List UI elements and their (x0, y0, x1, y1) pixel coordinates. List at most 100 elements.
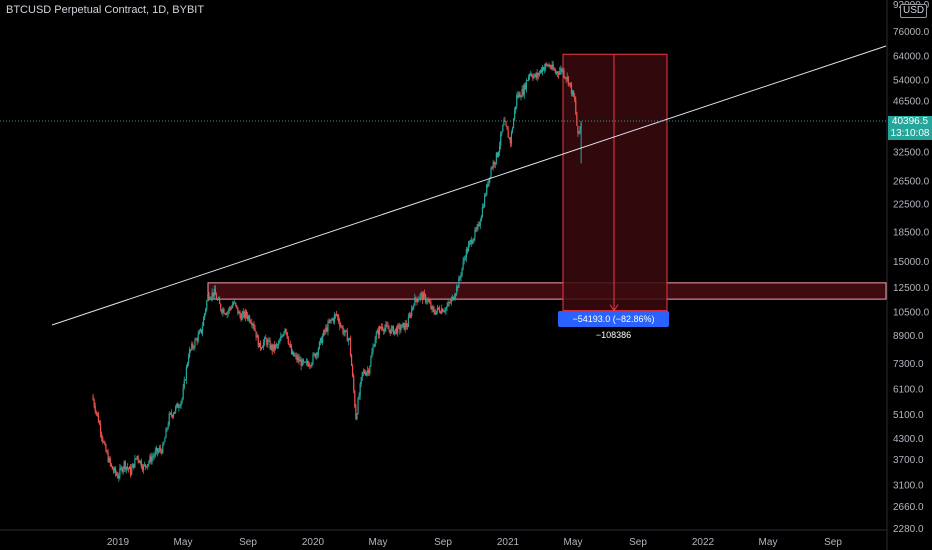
candle-body (507, 129, 509, 138)
candle-body (116, 473, 118, 475)
candle-body (560, 68, 562, 72)
candle-body (123, 461, 125, 469)
candle-body (514, 110, 516, 120)
candle-body (257, 335, 259, 347)
candle-body (241, 313, 243, 321)
candle-body (193, 347, 195, 348)
candle-body (527, 76, 530, 81)
candle-body (240, 316, 242, 321)
candle-body (146, 466, 148, 468)
candle-body (95, 411, 97, 413)
candle-body (296, 355, 298, 360)
candle-body (264, 337, 266, 342)
candle-body (103, 441, 105, 443)
candle-body (206, 300, 208, 309)
candle-body (278, 343, 280, 346)
candle-body (548, 64, 550, 67)
candle-body (578, 131, 580, 134)
candle-body (337, 314, 339, 317)
candle-body (215, 294, 218, 300)
candle-body (415, 297, 417, 300)
candle-body (246, 315, 249, 319)
measure-arrow-head (609, 304, 619, 312)
candle-body (502, 125, 504, 132)
trendline[interactable] (51, 45, 887, 326)
candle-body (153, 455, 155, 457)
candle-body (208, 294, 210, 300)
candle-body (401, 324, 403, 329)
candle-body (520, 96, 522, 98)
candle-body (205, 308, 207, 314)
candle-body (511, 128, 514, 133)
candle-body (273, 344, 275, 350)
candle-body (421, 293, 423, 301)
candle-body (163, 441, 165, 445)
candle-body (532, 76, 534, 79)
candle-body (285, 329, 287, 333)
candle-body (546, 63, 548, 65)
candle-body (219, 299, 221, 304)
candle-body (462, 261, 464, 269)
candle-body (547, 64, 549, 67)
candle-body (535, 74, 537, 78)
candle-body (212, 292, 214, 297)
currency-badge[interactable]: USD (900, 4, 928, 18)
candle-body (488, 178, 490, 186)
candle-body (152, 456, 154, 458)
candle-body (158, 448, 161, 451)
candle-body (191, 344, 193, 350)
candle-body (424, 294, 427, 302)
candle-body (492, 162, 494, 168)
candle-body (529, 74, 531, 77)
candle-body (112, 469, 115, 472)
candle-body (403, 323, 405, 330)
candle-body (358, 395, 360, 399)
candle-body (474, 229, 476, 239)
candle-body (389, 329, 391, 334)
candle-body (248, 316, 250, 319)
candle-body (274, 344, 277, 350)
candle-body (154, 451, 156, 456)
candle-body (141, 467, 144, 470)
candle-body (287, 338, 289, 344)
candle-body (142, 465, 145, 470)
candle-body (127, 468, 130, 470)
candle-body (525, 80, 528, 90)
candle-body (167, 424, 169, 429)
candle-body (468, 241, 471, 245)
candle-body (465, 249, 467, 259)
candle-body (509, 137, 511, 144)
measure-box[interactable] (562, 53, 668, 312)
candle-body (138, 460, 140, 463)
candle-body (362, 371, 364, 373)
candle-body (334, 314, 337, 316)
candle-body (263, 341, 265, 348)
candle-body (317, 348, 319, 355)
candle-body (577, 125, 579, 134)
candle-body (151, 457, 153, 462)
candle-body (576, 113, 578, 126)
candle-body (381, 326, 383, 329)
candle-body (570, 84, 573, 94)
countdown-tag: 13:10:08 (888, 128, 932, 140)
candle-body (229, 307, 231, 309)
candle-body (254, 328, 256, 332)
candle-body (503, 120, 505, 126)
support-zone[interactable] (207, 282, 887, 300)
candle-body (119, 467, 121, 476)
candle-body (386, 324, 388, 327)
y-tick-label: 12500.0 (893, 283, 930, 294)
candle-body (554, 70, 556, 73)
y-tick-label: 22500.0 (893, 200, 930, 211)
candle-body (466, 249, 469, 252)
candle-body (199, 329, 201, 332)
candle-body (448, 302, 450, 304)
candle-body (551, 64, 553, 69)
candle-body (348, 338, 351, 339)
candle-body (288, 343, 290, 345)
candle-body (99, 424, 102, 434)
y-tick-label: 64000.0 (893, 52, 930, 63)
candle-body (258, 342, 260, 347)
candle-body (211, 292, 213, 298)
